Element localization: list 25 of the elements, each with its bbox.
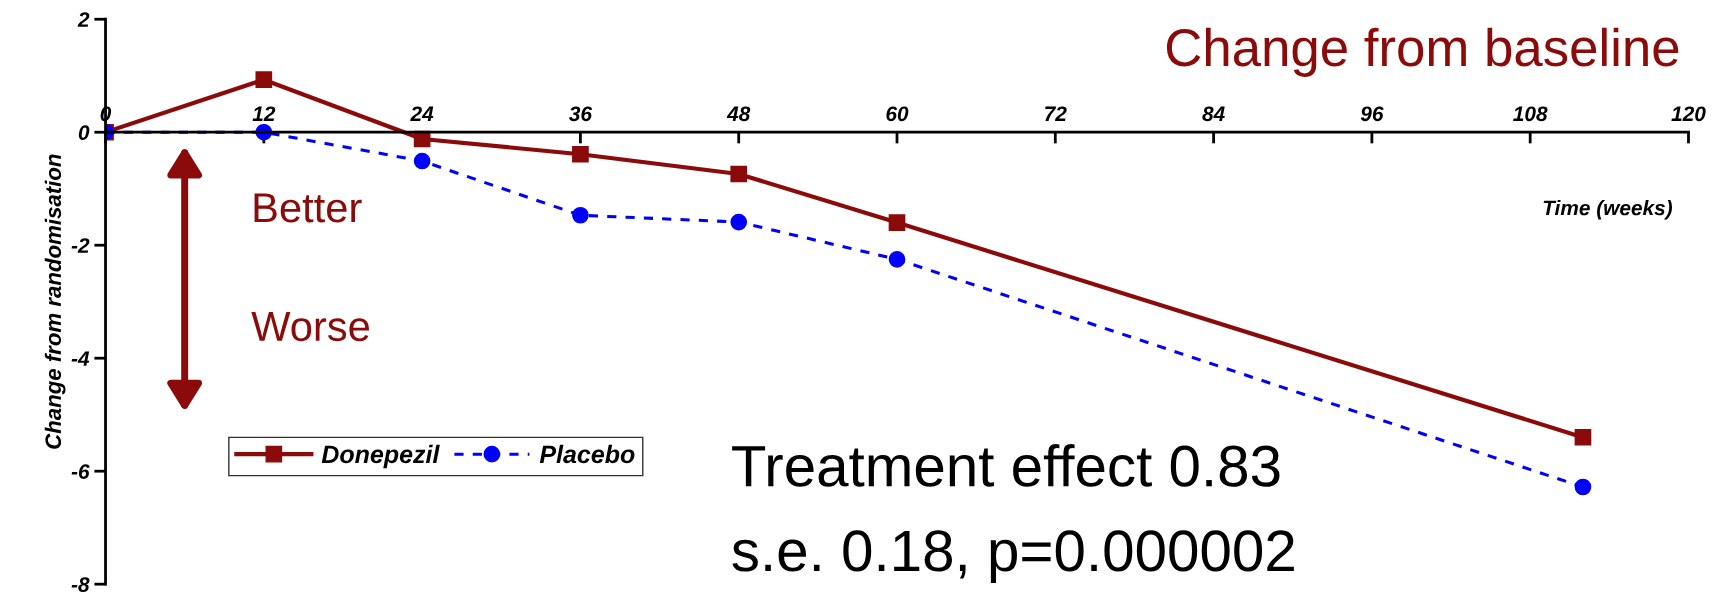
chart-title: Change from baseline (1166, 27, 1679, 77)
x-tick-label: 48 (726, 106, 751, 122)
x-axis-title: Time (weeks) (1543, 200, 1673, 220)
y-tick-label: -8 (71, 577, 90, 592)
legend-label: Placebo (539, 444, 635, 464)
x-tick-label: 60 (886, 106, 909, 122)
x-tick-label: 120 (1671, 106, 1706, 122)
x-tick-label: 84 (1202, 106, 1225, 122)
x-tick-label: 96 (1360, 106, 1384, 122)
y-tick-label: -2 (71, 238, 90, 253)
annotation: Worse (251, 312, 369, 342)
x-tick-label: 72 (1045, 106, 1067, 121)
y-tick-label: 0 (78, 125, 90, 140)
annotation: Better (254, 193, 362, 223)
x-tick-label: 24 (410, 106, 434, 121)
y-tick-label: -6 (71, 464, 90, 479)
y-axis-title: Change from randomisation (44, 154, 66, 449)
y-tick-label: -4 (71, 351, 90, 366)
x-tick-label: 108 (1513, 106, 1548, 122)
x-tick-label: 36 (568, 106, 593, 122)
legend-label: Donepezil (321, 444, 440, 469)
y-tick-label: 2 (77, 12, 90, 27)
x-tick-label: 12 (252, 106, 276, 121)
annotation: s.e. 0.18, p=0.000002 (732, 530, 1294, 584)
annotation: Treatment effect 0.83 (732, 444, 1280, 487)
